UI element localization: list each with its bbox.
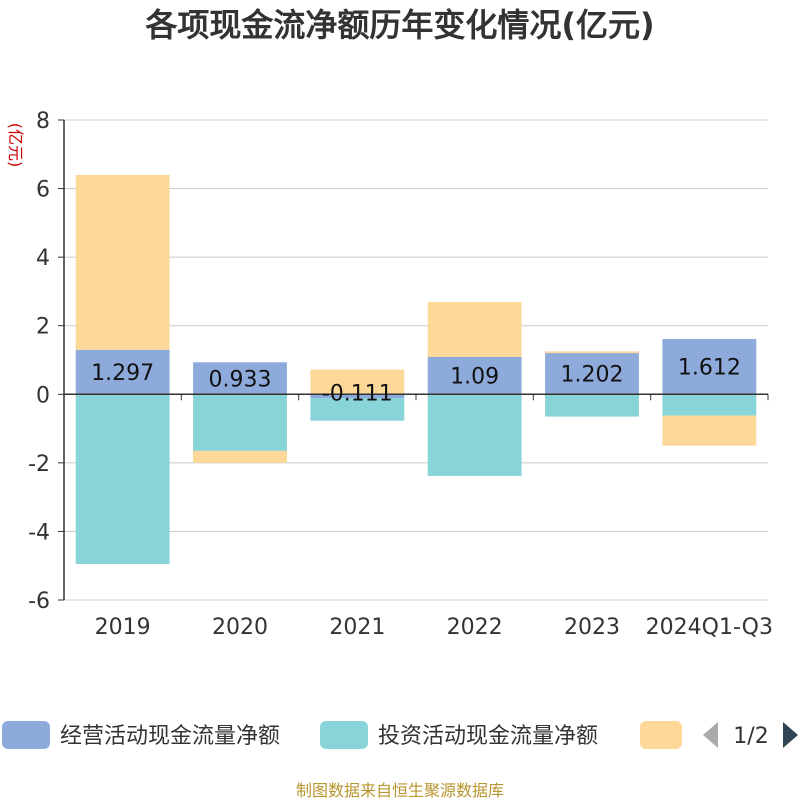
data-labels: 1.297 0.933 -0.111 1.09 1.202 1.612 [91, 356, 741, 407]
x-tick-label: 2019 [95, 615, 151, 640]
data-label: 1.297 [91, 361, 154, 386]
y-tick-label: -2 [28, 452, 50, 477]
legend-label[interactable]: 投资活动现金流量净额 [378, 724, 598, 749]
legend-page-indicator: 1/2 [733, 724, 768, 749]
bar-segment [427, 394, 522, 476]
legend-label[interactable]: 经营活动现金流量净额 [60, 724, 280, 749]
legend-swatch[interactable] [320, 721, 368, 749]
bar-segment [75, 349, 170, 395]
x-tick-label: 2021 [329, 615, 385, 640]
legend-swatch[interactable] [2, 721, 50, 749]
y-tick-label: 4 [36, 246, 50, 271]
data-label: 1.09 [450, 365, 499, 390]
x-tick-label: 2024Q1-Q3 [646, 615, 773, 640]
y-tick-label: 8 [36, 109, 50, 134]
y-tick-label: 6 [36, 178, 50, 203]
y-tick-label: -4 [28, 520, 50, 545]
bar-segment [545, 353, 639, 395]
bar-segment [310, 394, 405, 399]
bar-segment [310, 398, 405, 421]
y-axis-label: (亿元) [6, 123, 25, 168]
bar-segment [75, 394, 170, 564]
y-tick-label: -6 [28, 589, 50, 614]
axes: -6 -4 -2 0 2 4 6 8 2019 2020 2021 2022 2023 2024Q1-Q3 [28, 109, 773, 640]
bar-segment [662, 415, 757, 446]
y-tick-label: 0 [36, 383, 50, 408]
data-label: 1.202 [561, 363, 624, 388]
legend-swatch[interactable] [640, 721, 682, 749]
legend-next-icon[interactable] [783, 722, 798, 748]
x-tick-label: 2020 [212, 615, 268, 640]
bar-segment [662, 339, 757, 395]
bar-segment [427, 302, 522, 357]
x-tick-label: 2022 [447, 615, 503, 640]
data-label: 0.933 [209, 367, 272, 392]
bar-segment [545, 351, 639, 354]
bar-segment [310, 369, 405, 395]
y-tick-label: 2 [36, 315, 50, 340]
x-tick-label: 2023 [564, 615, 620, 640]
chart-title: 各项现金流净额历年变化情况(亿元) [145, 6, 654, 44]
bar-segment [662, 394, 757, 416]
legend: 经营活动现金流量净额 投资活动现金流量净额 1/2 [2, 721, 798, 749]
bar-segment [193, 450, 287, 463]
data-label: 1.612 [678, 356, 741, 381]
source-note: 制图数据来自恒生聚源数据库 [296, 781, 504, 800]
bar-segment [75, 174, 170, 350]
bar-segment [427, 356, 522, 395]
bar-segment [193, 362, 287, 395]
legend-prev-icon[interactable] [703, 722, 718, 748]
data-label: -0.111 [322, 381, 393, 406]
bar-segment [193, 394, 287, 451]
bar-segment [545, 394, 639, 417]
bars [75, 174, 757, 564]
